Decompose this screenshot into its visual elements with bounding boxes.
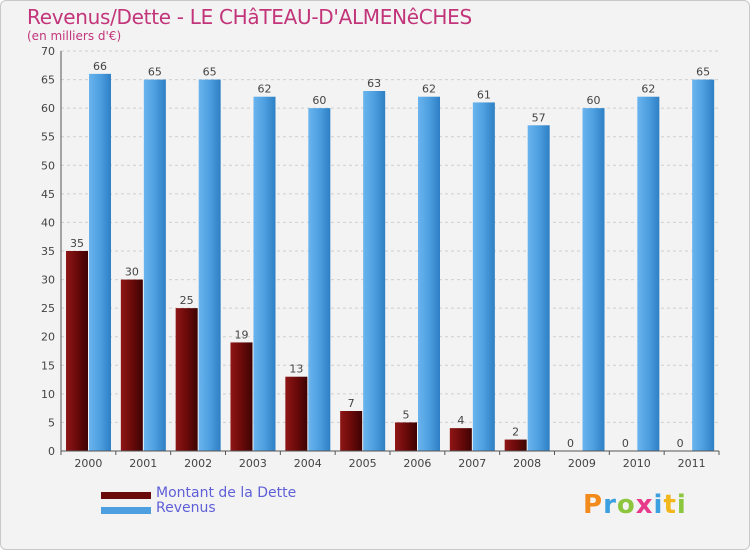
data-label: 0 xyxy=(567,437,574,450)
y-tick-label: 55 xyxy=(41,131,55,144)
x-tick-label: 2005 xyxy=(349,457,377,470)
data-label: 4 xyxy=(457,414,464,427)
bar-dette xyxy=(230,342,253,451)
bar-revenus xyxy=(143,79,166,452)
legend-swatch-debt xyxy=(101,492,151,499)
y-tick-label: 10 xyxy=(41,388,55,401)
y-tick-label: 70 xyxy=(41,45,55,58)
bar-revenus xyxy=(527,125,550,452)
bar-revenus xyxy=(582,108,605,452)
bar-revenus xyxy=(418,96,440,451)
bar-revenus xyxy=(198,79,221,452)
y-tick-label: 60 xyxy=(41,102,55,115)
data-labels: 35 66 30 65 25 65 19 62 13 60 7 63 5 62 4 61 2 57 0 60 0 62 0 6… xyxy=(70,60,710,450)
bar-dette xyxy=(66,251,88,451)
y-tick-label: 40 xyxy=(41,216,55,229)
bar-dette xyxy=(285,376,308,451)
bar-revenus xyxy=(692,79,715,452)
data-label: 62 xyxy=(422,83,436,96)
chart-subtitle: (en milliers d'€) xyxy=(27,29,122,43)
bar-dette xyxy=(175,308,198,451)
data-label: 63 xyxy=(367,77,381,90)
bar-revenus xyxy=(472,102,495,451)
bar-dette xyxy=(395,422,417,451)
bar-revenus xyxy=(308,108,331,452)
x-tick-label: 2006 xyxy=(403,457,431,470)
x-tick-label: 2009 xyxy=(568,457,596,470)
y-tick-label: 45 xyxy=(41,188,55,201)
bar-revenus xyxy=(253,96,276,451)
y-tick-label: 35 xyxy=(41,245,55,258)
x-tick-label: 2011 xyxy=(678,457,706,470)
y-tick-label: 0 xyxy=(48,445,55,458)
data-label: 7 xyxy=(348,397,355,410)
data-label: 60 xyxy=(587,94,601,107)
y-tick-label: 25 xyxy=(41,302,55,315)
bar-dette xyxy=(449,428,472,451)
bar-revenus xyxy=(89,73,111,451)
bar-dette xyxy=(504,439,527,451)
y-tick-label: 20 xyxy=(41,331,55,344)
legend-swatch-revenus xyxy=(101,507,151,514)
bars xyxy=(66,73,715,452)
data-label: 62 xyxy=(641,83,655,96)
proxiti-logo: Proxiti xyxy=(583,490,687,520)
legend-label-debt: Montant de la Dette xyxy=(156,485,297,501)
data-label: 2 xyxy=(512,426,519,439)
y-tick-label: 5 xyxy=(48,416,55,429)
data-label: 0 xyxy=(677,437,684,450)
data-label: 19 xyxy=(235,328,249,341)
bar-revenus xyxy=(637,96,660,451)
data-label: 61 xyxy=(477,88,491,101)
y-tick-label: 50 xyxy=(41,159,55,172)
data-label: 0 xyxy=(622,437,629,450)
y-tick-label: 30 xyxy=(41,274,55,287)
bar-dette xyxy=(340,411,363,451)
data-label: 57 xyxy=(532,111,546,124)
data-label: 13 xyxy=(289,363,303,376)
data-label: 60 xyxy=(312,94,326,107)
chart-title: Revenus/Dette - LE CHâTEAU-D'ALMENêCHES xyxy=(27,5,472,29)
bar-revenus xyxy=(363,91,386,451)
data-label: 30 xyxy=(125,266,139,279)
x-tick-label: 2000 xyxy=(74,457,102,470)
data-label: 65 xyxy=(696,66,710,79)
data-label: 62 xyxy=(258,83,272,96)
data-label: 66 xyxy=(93,60,107,73)
legend-label-revenus: Revenus xyxy=(156,500,216,516)
x-tick-label: 2008 xyxy=(513,457,541,470)
bar-dette xyxy=(120,279,143,451)
data-label: 25 xyxy=(180,294,194,307)
x-tick-label: 2001 xyxy=(129,457,157,470)
data-label: 65 xyxy=(203,66,217,79)
x-tick-label: 2007 xyxy=(458,457,486,470)
x-tick-label: 2003 xyxy=(239,457,267,470)
x-tick-label: 2002 xyxy=(184,457,212,470)
x-tick-label: 2004 xyxy=(294,457,322,470)
y-tick-label: 65 xyxy=(41,74,55,87)
data-label: 65 xyxy=(148,66,162,79)
data-label: 5 xyxy=(403,408,410,421)
y-tick-label: 15 xyxy=(41,359,55,372)
data-label: 35 xyxy=(70,237,84,250)
x-tick-label: 2010 xyxy=(623,457,651,470)
